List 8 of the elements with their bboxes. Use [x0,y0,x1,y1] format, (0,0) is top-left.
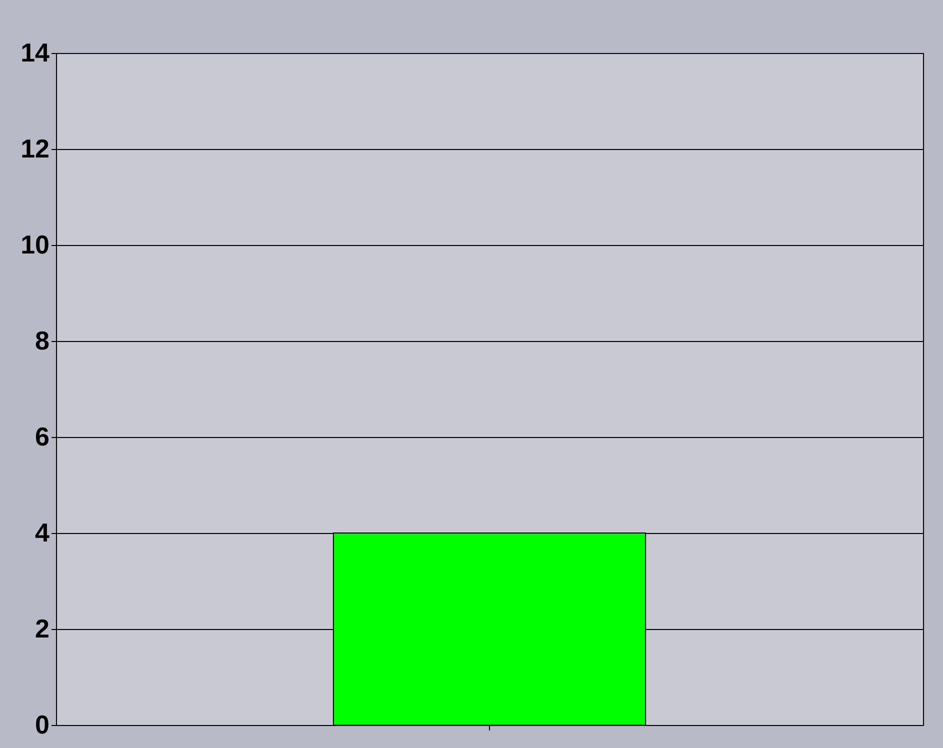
y-tick-label: 6 [35,422,50,452]
y-tick-label: 8 [35,326,50,356]
y-tick-label: 2 [35,614,50,644]
y-tick-label: 10 [20,230,50,260]
y-tick-label: 0 [35,710,50,740]
y-tick-label: 12 [20,134,50,164]
y-tick-label: 14 [20,38,50,68]
y-tick-label: 4 [35,518,50,548]
